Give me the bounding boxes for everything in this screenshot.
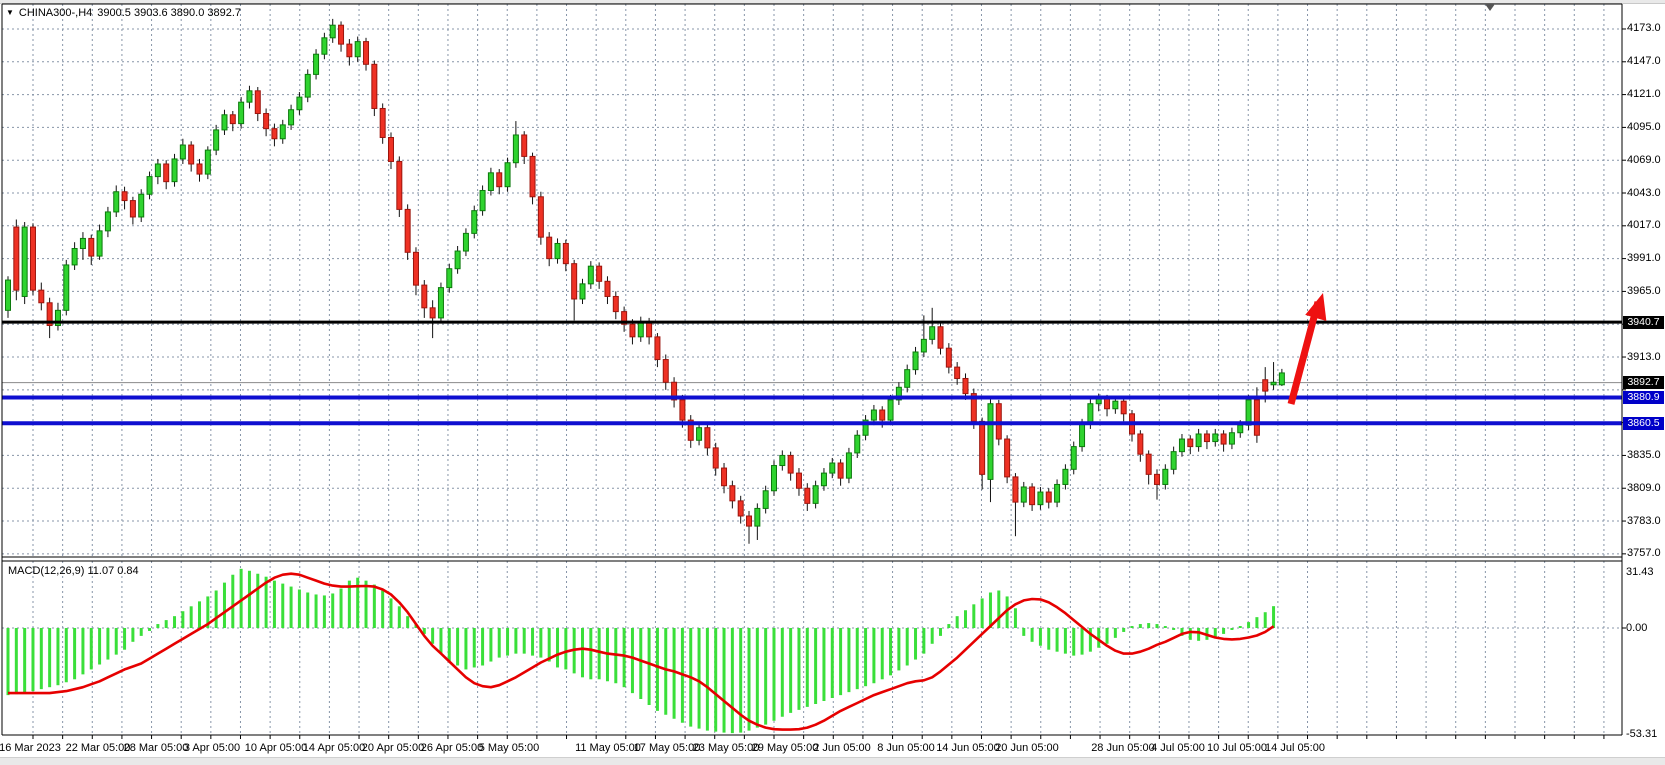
grid [2,4,1622,735]
time-axis-label: 14 Jul 05:00 [1265,742,1325,754]
price-tag-support-1: 3880.9 [1623,391,1664,405]
trend-arrow[interactable] [1287,293,1327,405]
macd-histogram [6,568,1276,734]
price-axis-label: 4173.0 [1627,22,1661,35]
time-axis-label: 17 May 05:00 [633,742,701,754]
chart-title: ▼ CHINA300-,H4 3900.5 3903.6 3890.0 3892… [6,7,241,19]
price-axis-label: 3965.0 [1627,284,1661,297]
time-axis-label: 10 Apr 05:00 [244,742,308,754]
price-tag-support-2: 3860.5 [1623,416,1664,430]
symbol-period-label: CHINA300-,H4 [18,7,93,19]
price-axis-label: 3913.0 [1627,350,1661,363]
chart-frame [1,3,1623,736]
price-axis-label: 3835.0 [1627,448,1661,461]
price-axis-label: 4069.0 [1627,153,1661,166]
time-axis-label: 28 Mar 05:00 [123,742,189,754]
price-axis-label: 4147.0 [1627,55,1661,68]
time-axis-label: 28 Jun 05:00 [1091,742,1155,754]
price-axis-label: 4121.0 [1627,88,1661,101]
price-axis-label: 4043.0 [1627,186,1661,199]
price-axis-label: 3991.0 [1627,252,1661,265]
time-axis-label: 22 Mar 05:00 [65,742,131,754]
time-axis-label: 14 Jun 05:00 [936,742,1000,754]
macd-axis-label: 0.00 [1626,622,1648,634]
price-axis-label: 3757.0 [1627,547,1661,560]
time-axis-label: 20 Apr 05:00 [361,742,425,754]
macd-axis-label: 31.43 [1626,566,1654,578]
candlesticks [5,18,1285,544]
price-axis-label: 3809.0 [1627,481,1661,494]
symbol-dropdown-icon[interactable]: ▼ [6,8,14,17]
time-axis-label: 5 May 05:00 [478,742,540,754]
price-tag-resistance: 3940.7 [1623,315,1664,329]
macd-axis-label: -53.31 [1626,728,1658,740]
time-axis-label: 29 May 05:00 [751,742,819,754]
time-axis-label: 4 Jul 05:00 [1151,742,1205,754]
price-axis-label: 3783.0 [1627,514,1661,527]
time-axis-label: 26 Apr 05:00 [420,742,484,754]
time-axis-label: 11 May 05:00 [575,742,641,754]
macd-signal-line [8,572,1275,731]
time-axis-label: 23 May 05:00 [692,742,760,754]
time-axis-label: 2 Jun 05:00 [813,742,871,754]
ohlc-values: 3900.5 3903.6 3890.0 3892.7 [97,7,242,19]
time-axis-label: 10 Jul 05:00 [1207,742,1267,754]
price-axis-label: 4017.0 [1627,219,1661,232]
time-axis-label: 16 Mar 2023 [0,742,61,754]
price-tag-current-price: 3892.7 [1623,376,1664,390]
price-axis-label: 4095.0 [1627,120,1661,133]
macd-indicator-label: MACD(12,26,9) 11.07 0.84 [8,565,139,577]
time-axis-label: 3 Apr 05:00 [183,742,241,754]
window-bottom-edge [0,757,1665,765]
chart-shift-marker-icon[interactable] [1485,4,1495,11]
time-axis-label: 14 Apr 05:00 [302,742,366,754]
time-axis-label: 8 Jun 05:00 [877,742,935,754]
time-axis-label: 20 Jun 05:00 [995,742,1059,754]
